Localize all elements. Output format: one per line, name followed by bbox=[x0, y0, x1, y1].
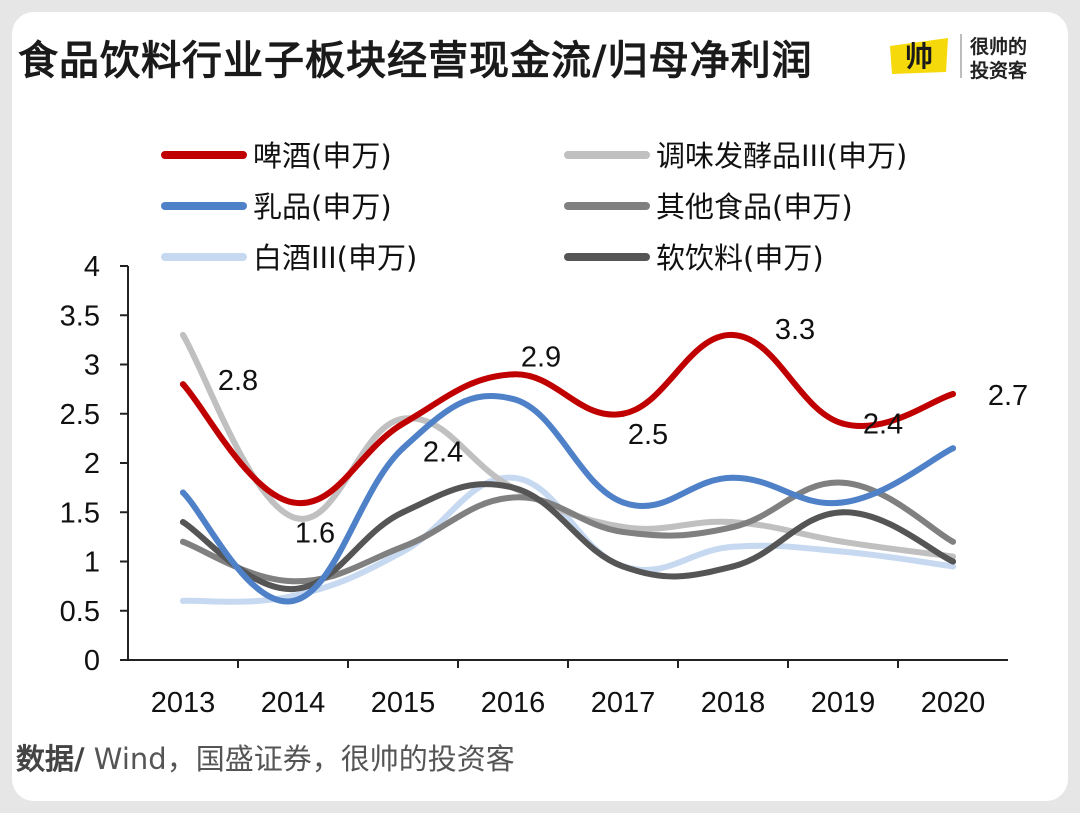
x-tick-label: 2014 bbox=[261, 687, 326, 719]
y-tick-label: 0 bbox=[84, 645, 100, 677]
data-point bbox=[290, 597, 296, 604]
data-label: 2.7 bbox=[988, 380, 1028, 412]
data-point bbox=[620, 410, 626, 417]
data-point bbox=[730, 524, 736, 531]
x-tick-label: 2020 bbox=[921, 687, 986, 719]
data-point bbox=[730, 474, 736, 481]
legend-label: 软饮料(申万) bbox=[656, 241, 824, 275]
data-point bbox=[730, 331, 736, 338]
logo-line-1: 很帅的 bbox=[970, 36, 1028, 58]
data-point bbox=[290, 499, 296, 506]
legend-label: 乳品(申万) bbox=[253, 190, 392, 224]
legend-label: 其他食品(申万) bbox=[656, 190, 853, 224]
data-point bbox=[510, 474, 516, 481]
y-tick-label: 3 bbox=[84, 350, 100, 382]
series-line-5 bbox=[180, 481, 956, 593]
data-point bbox=[400, 445, 406, 452]
data-label: 2.4 bbox=[423, 437, 463, 469]
card bbox=[12, 12, 1068, 801]
data-point bbox=[950, 538, 956, 545]
data-point bbox=[180, 519, 186, 526]
data-point bbox=[510, 494, 516, 501]
legend-label: 啤酒(申万) bbox=[253, 139, 392, 173]
data-point bbox=[180, 331, 186, 338]
data-point bbox=[290, 586, 296, 593]
data-point bbox=[620, 524, 626, 531]
data-point bbox=[620, 563, 626, 570]
brand-mark-text: 帅 bbox=[905, 40, 933, 73]
y-tick-label: 2.5 bbox=[60, 399, 100, 431]
data-point bbox=[840, 499, 846, 506]
data-point bbox=[180, 538, 186, 545]
brand-mark-icon: 帅 bbox=[890, 38, 948, 74]
page-title: 食品饮料行业子板块经营现金流/归母净利润 bbox=[18, 38, 813, 84]
data-point bbox=[400, 420, 406, 427]
y-tick-label: 1 bbox=[84, 547, 100, 579]
legend-label: 调味发酵品III(申万) bbox=[656, 139, 907, 173]
data-label: 2.5 bbox=[628, 419, 668, 451]
x-tick-label: 2015 bbox=[371, 687, 436, 719]
x-tick-label: 2017 bbox=[591, 687, 656, 719]
data-point bbox=[950, 563, 956, 570]
y-tick-label: 4 bbox=[84, 251, 100, 283]
data-label: 2.9 bbox=[521, 341, 561, 373]
logo-line-2: 投资客 bbox=[970, 60, 1028, 82]
brand-logo: 帅 很帅的 投资客 bbox=[888, 24, 1048, 88]
legend-label: 白酒III(申万) bbox=[253, 241, 417, 275]
data-point bbox=[180, 381, 186, 388]
series-line-2 bbox=[180, 393, 956, 605]
data-point bbox=[510, 395, 516, 402]
y-tick-label: 1.5 bbox=[60, 497, 100, 529]
data-point bbox=[840, 538, 846, 545]
data-label: 2.4 bbox=[863, 409, 903, 441]
data-label: 1.6 bbox=[295, 517, 335, 549]
chart-legend: 啤酒(申万) 调味发酵品III(申万) 乳品(申万) 其他食品(申万) 白酒III(申万… bbox=[161, 139, 907, 275]
data-point bbox=[180, 489, 186, 496]
data-point bbox=[510, 371, 516, 378]
chart-data-labels: 2.8 1.6 2.4 2.9 2.5 3.3 2.4 2.7 bbox=[218, 314, 1028, 549]
data-point bbox=[840, 420, 846, 427]
data-point bbox=[290, 514, 296, 521]
data-point bbox=[950, 391, 956, 398]
x-tick-label: 2013 bbox=[151, 687, 216, 719]
data-point bbox=[840, 509, 846, 516]
data-point bbox=[840, 548, 846, 555]
data-point bbox=[400, 509, 406, 516]
source-label: 数据/ bbox=[16, 742, 85, 776]
chart-axes: 0 0.5 1 1.5 2 2.5 3 3.5 4 2013 2014 2015 2016 2017 201… bbox=[60, 251, 1008, 719]
series-line-0 bbox=[180, 331, 956, 507]
y-tick-label: 3.5 bbox=[60, 300, 100, 332]
data-point bbox=[950, 445, 956, 452]
data-point bbox=[730, 543, 736, 550]
data-point bbox=[840, 479, 846, 486]
x-tick-label: 2016 bbox=[481, 687, 546, 719]
data-point bbox=[400, 543, 406, 550]
data-point bbox=[620, 499, 626, 506]
data-point bbox=[620, 528, 626, 535]
x-tick-label: 2018 bbox=[701, 687, 766, 719]
data-label: 2.8 bbox=[218, 365, 258, 397]
source-text: Wind，国盛证券，很帅的投资客 bbox=[84, 742, 515, 776]
data-point bbox=[510, 484, 516, 491]
data-source: 数据/ Wind，国盛证券，很帅的投资客 bbox=[16, 736, 515, 778]
data-point bbox=[950, 558, 956, 565]
y-tick-label: 0.5 bbox=[60, 596, 100, 628]
x-tick-label: 2019 bbox=[811, 687, 876, 719]
data-point bbox=[180, 597, 186, 604]
data-label: 3.3 bbox=[775, 314, 815, 346]
logo-divider bbox=[960, 34, 962, 78]
series-line-3 bbox=[180, 479, 956, 585]
y-tick-label: 2 bbox=[84, 448, 100, 480]
chart-series bbox=[180, 331, 956, 605]
data-point bbox=[290, 578, 296, 585]
data-point bbox=[730, 563, 736, 570]
